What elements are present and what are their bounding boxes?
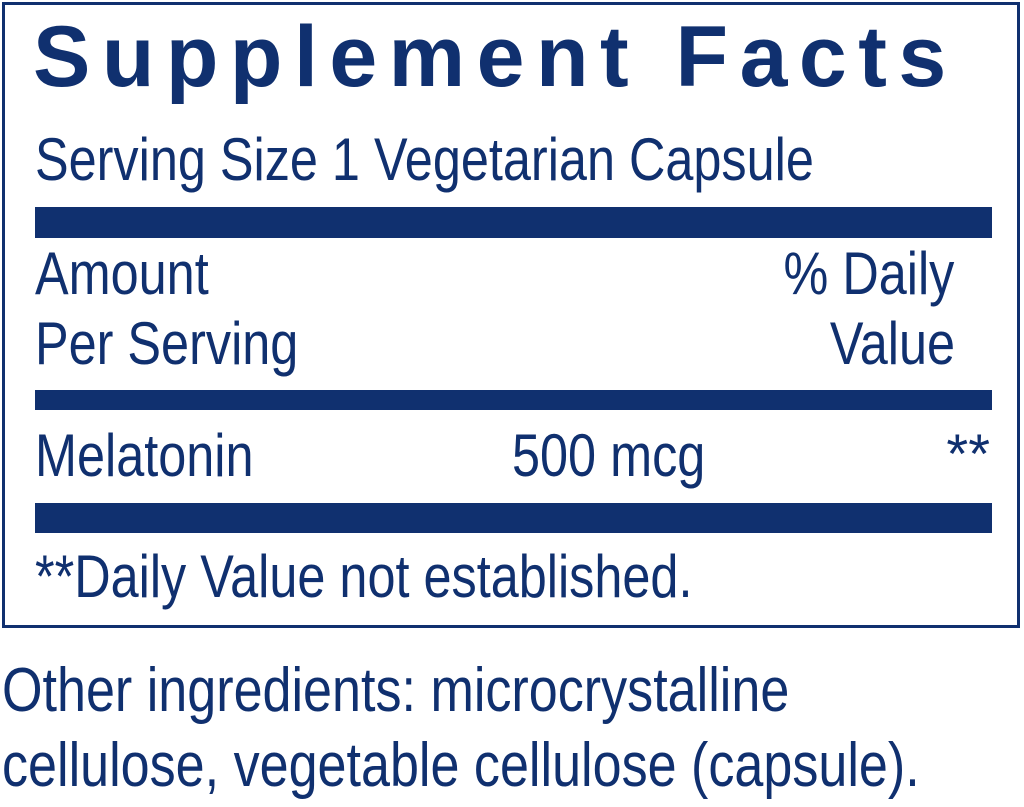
serving-size: Serving Size 1 Vegetarian Capsule [35, 126, 814, 193]
amount-header: Amount [35, 240, 209, 307]
footnote: **Daily Value not established. [35, 543, 693, 610]
daily-value-header: % Daily [783, 240, 954, 307]
per-serving-header: Per Serving [35, 310, 299, 377]
medium-divider [35, 390, 992, 410]
ingredient-daily-value: ** [946, 422, 990, 485]
other-ingredients-line1: Other ingredients: microcrystalline [2, 656, 790, 725]
ingredient-amount: 500 mcg [512, 422, 706, 489]
other-ingredients-line2: cellulose, vegetable cellulose (capsule)… [2, 731, 920, 800]
panel-title: Supplement Facts [33, 9, 958, 105]
supplement-facts-panel [2, 2, 1020, 628]
ingredient-name: Melatonin [35, 422, 254, 489]
daily-value-header-line2: Value [829, 310, 955, 377]
thick-divider-bottom [35, 503, 992, 533]
thick-divider [35, 207, 992, 238]
